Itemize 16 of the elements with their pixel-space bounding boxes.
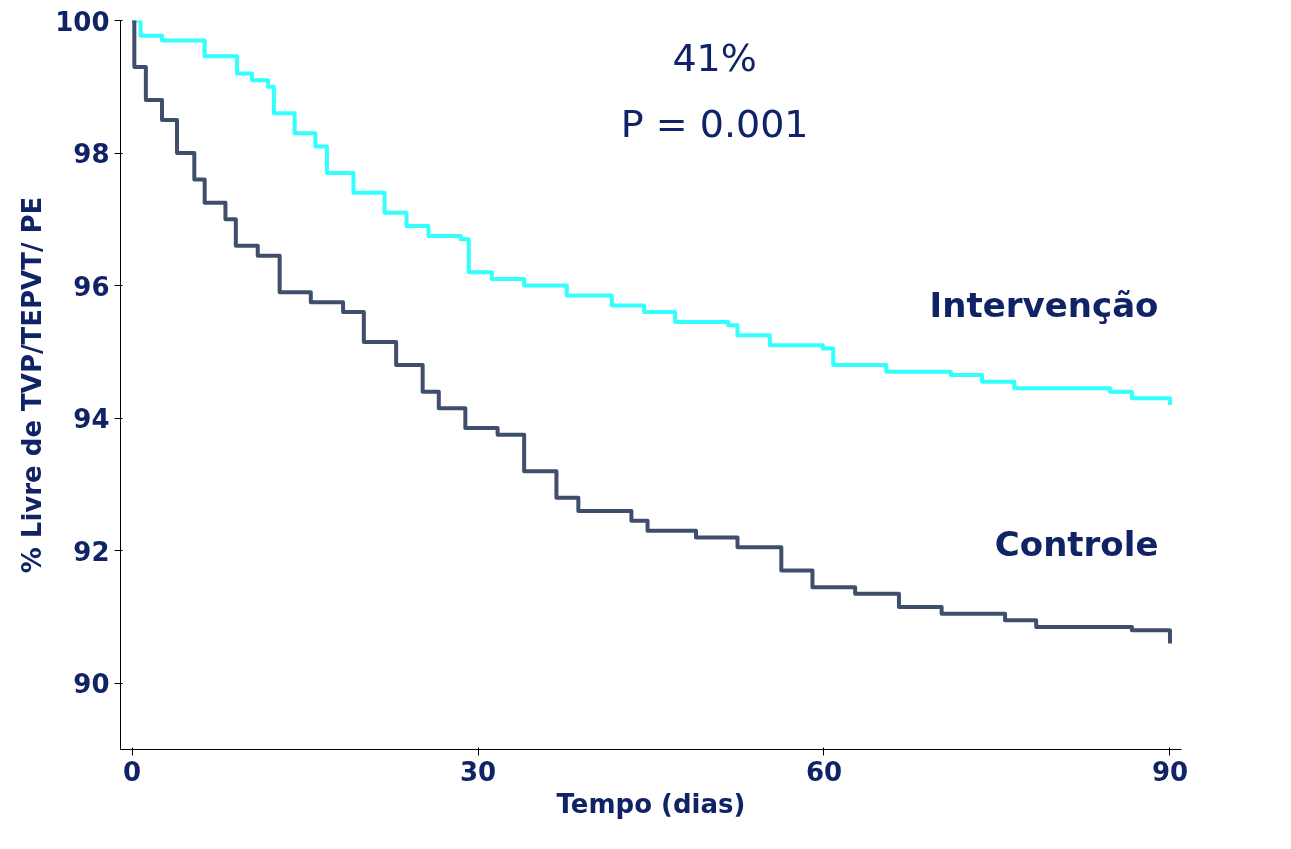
y-tick-label: 100 [55, 6, 110, 37]
series-label: Controle [994, 523, 1159, 564]
x-axis-title: Tempo (dias) [556, 788, 746, 819]
x-tick-label: 0 [122, 756, 142, 787]
x-tick-label: 90 [1151, 756, 1189, 787]
x-tick-label: 60 [805, 756, 843, 787]
y-tick-label: 94 [73, 404, 110, 435]
annotation: P = 0.001 [620, 102, 809, 147]
annotation: 41% [672, 36, 757, 81]
y-tick-label: 92 [73, 536, 110, 567]
y-tick-label: 96 [73, 271, 110, 302]
x-tick-label: 30 [459, 756, 497, 787]
series-label: Intervenção [929, 285, 1159, 326]
y-tick-label: 98 [73, 139, 110, 170]
y-tick-label: 90 [73, 669, 110, 700]
y-axis-title: % Livre de TVP/TEPVT/ PE [17, 196, 48, 574]
